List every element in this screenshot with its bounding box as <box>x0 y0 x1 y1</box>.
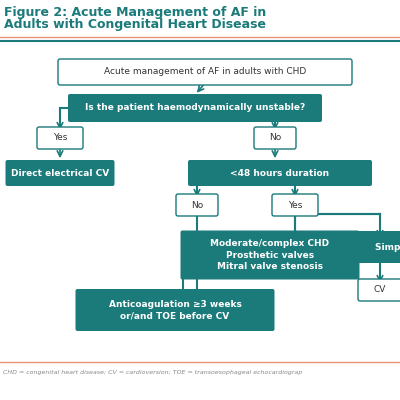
FancyBboxPatch shape <box>68 94 322 122</box>
FancyBboxPatch shape <box>176 194 218 216</box>
FancyBboxPatch shape <box>6 160 114 186</box>
Text: Direct electrical CV: Direct electrical CV <box>11 168 109 178</box>
Text: <48 hours duration: <48 hours duration <box>230 168 330 178</box>
Text: CHD = congenital heart disease; CV = cardioversion; TOE = transoesophageal echoc: CHD = congenital heart disease; CV = car… <box>3 370 302 375</box>
FancyBboxPatch shape <box>188 160 372 186</box>
Text: Yes: Yes <box>53 134 67 142</box>
FancyBboxPatch shape <box>358 279 400 301</box>
Text: CV: CV <box>374 286 386 294</box>
FancyBboxPatch shape <box>272 194 318 216</box>
FancyBboxPatch shape <box>37 127 83 149</box>
Text: Acute management of AF in adults with CHD: Acute management of AF in adults with CH… <box>104 68 306 76</box>
Text: No: No <box>269 134 281 142</box>
FancyBboxPatch shape <box>254 127 296 149</box>
Text: Anticoagulation ≥3 weeks
or/and TOE before CV: Anticoagulation ≥3 weeks or/and TOE befo… <box>108 300 242 320</box>
Text: Moderate/complex CHD
Prosthetic valves
Mitral valve stenosis: Moderate/complex CHD Prosthetic valves M… <box>210 239 330 270</box>
Text: Simple CH: Simple CH <box>375 244 400 252</box>
Text: Is the patient haemodynamically unstable?: Is the patient haemodynamically unstable… <box>85 104 305 112</box>
Text: No: No <box>191 200 203 210</box>
Text: Figure 2: Acute Management of AF in: Figure 2: Acute Management of AF in <box>4 6 266 19</box>
FancyBboxPatch shape <box>180 230 360 280</box>
FancyBboxPatch shape <box>58 59 352 85</box>
Text: Yes: Yes <box>288 200 302 210</box>
FancyBboxPatch shape <box>76 289 274 331</box>
FancyBboxPatch shape <box>343 231 400 263</box>
Text: Adults with Congenital Heart Disease: Adults with Congenital Heart Disease <box>4 18 266 31</box>
